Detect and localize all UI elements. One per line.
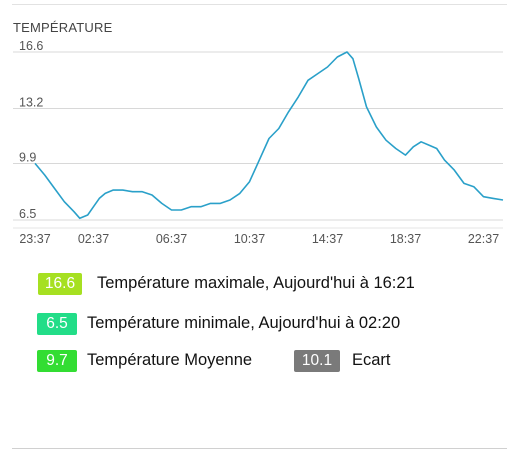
max-temp-label: Température maximale, Aujourd'hui à 16:2… (97, 274, 415, 292)
max-temp-badge: 16.6 (38, 273, 82, 295)
x-tick-label: 18:37 (390, 232, 421, 246)
section-title: TEMPÉRATURE (13, 20, 113, 35)
x-tick-label: 02:37 (78, 232, 109, 246)
top-divider (12, 4, 507, 5)
min-temp-value: 6.5 (46, 315, 68, 332)
avg-temp-label: Température Moyenne (87, 351, 253, 369)
min-temp-label: Température minimale, Aujourd'hui à 02:2… (87, 314, 401, 332)
avg-temp-badge: 9.7 (37, 350, 77, 372)
min-temp-badge: 6.5 (37, 313, 77, 335)
y-tick-label: 13.2 (19, 96, 43, 110)
y-tick-label: 9.9 (19, 150, 36, 164)
avg-temp-value: 9.7 (46, 352, 68, 369)
x-tick-label: 06:37 (156, 232, 187, 246)
range-label: Ecart (352, 351, 391, 369)
x-tick-label: 23:37 (19, 232, 50, 246)
temperature-chart: 16.6 13.2 9.9 6.5 23:37 02:37 06:37 10:37 14:37 1… (13, 39, 504, 246)
bottom-divider (12, 448, 507, 449)
max-temp-value: 16.6 (44, 275, 76, 292)
range-value: 10.1 (301, 352, 333, 369)
y-tick-label: 6.5 (19, 207, 36, 221)
temperature-series-line (34, 51, 504, 220)
y-tick-label: 16.6 (19, 39, 43, 53)
x-tick-label: 10:37 (234, 232, 265, 246)
x-tick-label: 14:37 (312, 232, 343, 246)
range-badge: 10.1 (294, 350, 340, 372)
x-tick-label: 22:37 (468, 232, 499, 246)
